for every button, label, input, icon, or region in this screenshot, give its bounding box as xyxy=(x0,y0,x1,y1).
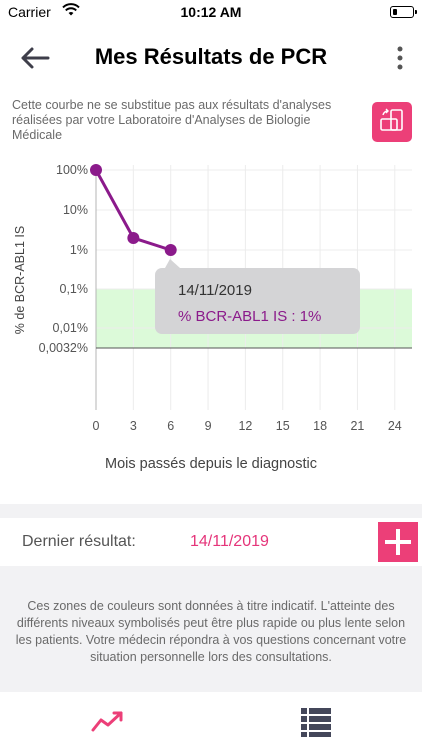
tooltip-pointer xyxy=(165,259,180,268)
chart-line-icon[interactable] xyxy=(88,706,128,738)
back-arrow-icon[interactable] xyxy=(18,44,50,72)
x-tick-label: 24 xyxy=(388,419,402,433)
x-tick-label: 0 xyxy=(93,419,100,433)
x-tick-label: 9 xyxy=(205,419,212,433)
x-tick-label: 21 xyxy=(350,419,364,433)
last-result-label: Dernier résultat: xyxy=(22,533,136,550)
last-result-row: Dernier résultat: 14/11/2019 xyxy=(0,518,422,566)
list-icon[interactable] xyxy=(296,706,336,738)
y-axis-title: % de BCR-ABL1 IS xyxy=(13,226,27,334)
chart-card: 100% 10% 1% 0,1% 0,01% 0,0032% 0 3 6 9 12 15 18 21 24 M… xyxy=(0,90,422,504)
data-point xyxy=(90,164,102,176)
pcr-chart: 100% 10% 1% 0,1% 0,01% 0,0032% 0 3 6 9 12 15 18 21 24 M… xyxy=(13,163,412,472)
carrier-label: Carrier xyxy=(8,4,51,20)
tab-bar xyxy=(0,692,422,750)
plus-icon[interactable] xyxy=(378,522,418,562)
wifi-icon xyxy=(62,3,80,16)
y-tick-label: 0,1% xyxy=(60,282,89,296)
x-tick-label: 18 xyxy=(313,419,327,433)
tooltip-value: % BCR-ABL1 IS : 1% xyxy=(178,308,321,325)
y-tick-label: 0,0032% xyxy=(39,341,88,355)
clock: 10:12 AM xyxy=(180,4,242,20)
page-title: Mes Résultats de PCR xyxy=(94,44,328,69)
battery-tip xyxy=(415,10,417,14)
disclaimer-text: Cette courbe ne se substitue pas aux rés… xyxy=(12,98,332,142)
last-result-date[interactable]: 14/11/2019 xyxy=(190,533,269,550)
status-bar: Carrier 10:12 AM xyxy=(0,0,422,24)
nav-header: Mes Résultats de PCR xyxy=(0,24,422,90)
y-tick-label: 10% xyxy=(63,203,88,217)
x-tick-label: 3 xyxy=(130,419,137,433)
x-axis-title: Mois passés depuis le diagnostic xyxy=(105,456,317,472)
tooltip-box xyxy=(155,268,360,334)
x-tick-label: 6 xyxy=(167,419,174,433)
more-vertical-icon[interactable] xyxy=(394,44,406,72)
info-text: Ces zones de couleurs sont données à tit… xyxy=(15,599,407,664)
x-tick-label: 15 xyxy=(276,419,290,433)
data-point xyxy=(127,231,140,244)
y-tick-label: 0,01% xyxy=(53,321,88,335)
tooltip-date: 14/11/2019 xyxy=(178,282,252,299)
rotate-device-icon[interactable] xyxy=(372,102,412,142)
y-tick-label: 1% xyxy=(70,243,88,257)
battery-icon xyxy=(390,6,414,18)
x-tick-label: 12 xyxy=(238,419,252,433)
data-point xyxy=(164,244,177,256)
y-tick-label: 100% xyxy=(56,163,88,177)
tooltip: 14/11/2019 % BCR-ABL1 IS : 1% xyxy=(155,259,360,334)
